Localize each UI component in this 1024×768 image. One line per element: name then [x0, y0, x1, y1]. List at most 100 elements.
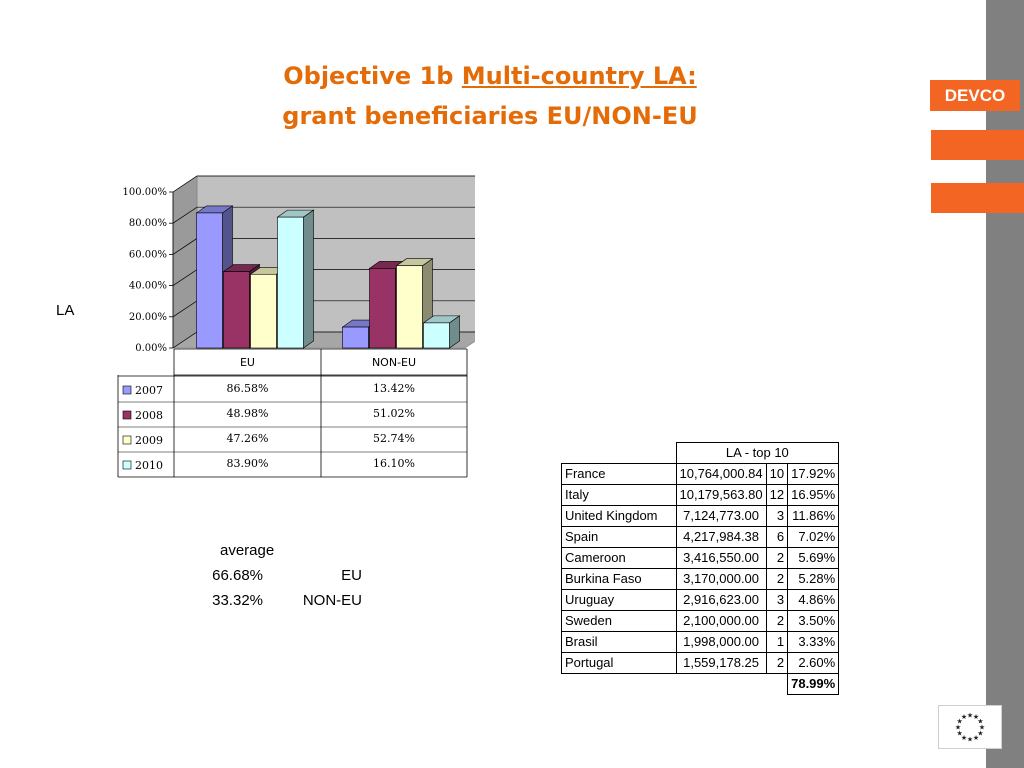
side-label: LA: [56, 302, 75, 319]
table-cell-country: United Kingdom: [561, 505, 677, 527]
table-row: Portugal 1,559,178.25 2 2.60%: [561, 652, 840, 674]
table-cell-amount: 2,916,623.00: [675, 589, 767, 611]
table-cell-amount: 7,124,773.00: [675, 505, 767, 527]
title-line-1: Objective 1b Multi-country LA:: [150, 56, 830, 96]
table-body: France 10,764,000.84 10 17.92% Italy 10,179,5…: [561, 463, 840, 674]
average-label: EU: [341, 567, 362, 584]
table-row: Spain 4,217,984.38 6 7.02%: [561, 526, 840, 548]
table-row: Cameroon 3,416,550.00 2 5.69%: [561, 547, 840, 569]
table-total-row: 78.99%: [562, 673, 840, 695]
y-tick-label: 20.00%: [129, 312, 167, 323]
table-cell-share: 3.33%: [787, 631, 840, 653]
star-icon: ★: [973, 713, 979, 721]
gridline: [172, 175, 475, 193]
table-row: Brasil 1,998,000.00 1 3.33%: [561, 631, 840, 653]
accent-bar: [931, 130, 1024, 160]
table-cell-count: 3: [765, 505, 789, 527]
table-cell-count: 12: [765, 484, 789, 506]
table-cell-country: Sweden: [561, 610, 677, 632]
legend-label: 2007: [135, 384, 163, 397]
table-header-row: LA - top 10: [562, 442, 840, 464]
table-cell-amount: 1,998,000.00: [675, 631, 767, 653]
data-label: 51.02%: [373, 407, 415, 420]
y-tick-label: 100.00%: [123, 187, 168, 198]
table-cell-amount: 10,179,563.80: [675, 484, 767, 506]
table-cell-share: 11.86%: [787, 505, 840, 527]
gridline: [172, 206, 475, 224]
table-cell-count: 2: [765, 547, 789, 569]
table-cell-share: 4.86%: [787, 589, 840, 611]
table-row: United Kingdom 7,124,773.00 3 11.86%: [561, 505, 840, 527]
title-link[interactable]: Multi-country LA:: [461, 62, 697, 90]
bar: [423, 322, 450, 349]
table-cell-share: 2.60%: [787, 652, 840, 674]
y-tick-label: 0.00%: [135, 343, 167, 354]
table-cell-amount: 3,170,000.00: [675, 568, 767, 590]
title-line-2: grant beneficiaries EU/NON-EU: [282, 102, 698, 130]
data-label: 86.58%: [227, 382, 269, 395]
table-cell-country: Spain: [561, 526, 677, 548]
table-cell-country: France: [561, 463, 677, 485]
table-row: Burkina Faso 3,170,000.00 2 5.28%: [561, 568, 840, 590]
table-cell-amount: 3,416,550.00: [675, 547, 767, 569]
data-label: 48.98%: [227, 407, 269, 420]
table-total: 78.99%: [787, 673, 840, 695]
table-cell-count: 2: [765, 610, 789, 632]
legend-label: 2009: [135, 434, 163, 447]
table-cell-count: 2: [765, 652, 789, 674]
table-cell-amount: 10,764,000.84: [675, 463, 767, 485]
star-icon: ★: [961, 734, 967, 742]
average-label: NON-EU: [302, 592, 362, 609]
average-value: 66.68%: [212, 567, 263, 584]
bar: [369, 268, 396, 349]
table-cell-amount: 1,559,178.25: [675, 652, 767, 674]
table-cell-share: 5.69%: [787, 547, 840, 569]
y-tick-label: 60.00%: [129, 249, 167, 260]
star-icon: ★: [955, 724, 961, 732]
category-label: NON-EU: [372, 356, 416, 369]
y-tick-label: 80.00%: [129, 218, 167, 229]
bar: [342, 326, 369, 349]
data-label: 83.90%: [227, 457, 269, 470]
data-label: 16.10%: [373, 457, 415, 470]
title-prefix: Objective 1b: [283, 62, 462, 90]
star-icon: ★: [956, 730, 962, 738]
table-row: France 10,764,000.84 10 17.92%: [561, 463, 840, 485]
bar: [396, 265, 423, 349]
table-row: Uruguay 2,916,623.00 3 4.86%: [561, 589, 840, 611]
bar: [196, 212, 223, 349]
table-cell-count: 10: [765, 463, 789, 485]
legend-swatch: [122, 410, 132, 420]
y-tick-label: 40.00%: [129, 281, 167, 292]
table-cell-country: Portugal: [561, 652, 677, 674]
table-cell-count: 6: [765, 526, 789, 548]
table-cell-country: Burkina Faso: [561, 568, 677, 590]
right-sidebar: [986, 0, 1024, 768]
table-cell-country: Cameroon: [561, 547, 677, 569]
category-label: EU: [240, 356, 255, 369]
chart-side-wall: [172, 175, 198, 349]
star-icon: ★: [961, 713, 967, 721]
star-icon: ★: [979, 724, 985, 732]
table-row: Sweden 2,100,000.00 2 3.50%: [561, 610, 840, 632]
devco-badge: DEVCO: [930, 80, 1020, 111]
table-cell-country: Uruguay: [561, 589, 677, 611]
data-label: 47.26%: [227, 432, 269, 445]
table-cell-share: 7.02%: [787, 526, 840, 548]
top10-table: LA - top 10 France 10,764,000.84 10 17.92% I…: [561, 442, 840, 695]
table-cell-count: 1: [765, 631, 789, 653]
legend-label: 2008: [135, 409, 163, 422]
star-icon: ★: [967, 736, 973, 744]
legend-swatch: [122, 435, 132, 445]
star-icon: ★: [956, 718, 962, 726]
table-cell-count: 2: [765, 568, 789, 590]
data-label: 52.74%: [373, 432, 415, 445]
average-heading: average: [220, 542, 275, 559]
star-icon: ★: [967, 712, 973, 720]
table-row: Italy 10,179,563.80 12 16.95%: [561, 484, 840, 506]
table-cell-country: Italy: [561, 484, 677, 506]
accent-bar: [931, 183, 1024, 213]
table-cell-share: 16.95%: [787, 484, 840, 506]
table-cell-amount: 4,217,984.38: [675, 526, 767, 548]
eu-flag-icon: ★ ★ ★ ★ ★ ★ ★ ★ ★ ★ ★ ★: [938, 705, 1002, 749]
